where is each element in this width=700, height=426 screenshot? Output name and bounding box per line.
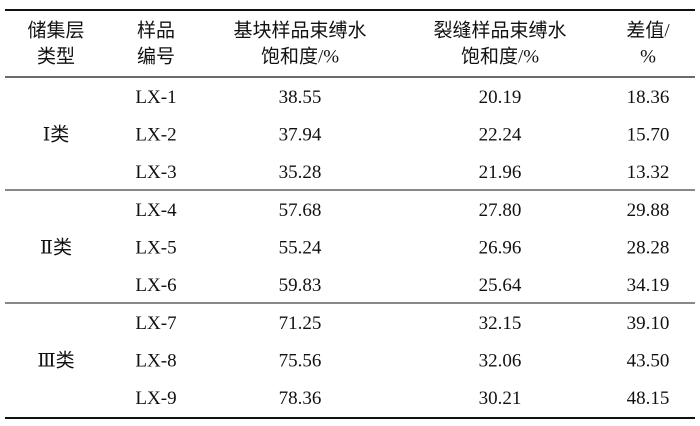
group-label: Ⅲ类 <box>37 350 74 372</box>
cell: 78.36 <box>279 388 322 409</box>
header-cell: 编号 <box>137 45 175 67</box>
cell: LX-5 <box>135 238 176 259</box>
cell: LX-8 <box>135 351 176 372</box>
cell: 55.24 <box>279 238 322 259</box>
cell: 48.15 <box>627 388 670 409</box>
cell: 13.32 <box>627 162 670 183</box>
cell: LX-7 <box>135 313 176 334</box>
cell: 18.36 <box>627 87 670 108</box>
cell: 21.96 <box>479 162 522 183</box>
cell: 30.21 <box>479 388 522 409</box>
cell: LX-2 <box>135 125 176 146</box>
cell: 35.28 <box>279 162 322 183</box>
header-cell: 裂缝样品束缚水 <box>433 19 566 41</box>
cell: LX-6 <box>135 275 176 296</box>
cell: 57.68 <box>279 200 322 221</box>
cell: 26.96 <box>479 238 522 259</box>
group-label: Ⅰ类 <box>43 124 70 146</box>
cell: 15.70 <box>627 125 670 146</box>
header-cell: 饱和度/% <box>461 45 539 67</box>
cell: 27.80 <box>479 200 522 221</box>
cell: 37.94 <box>279 125 322 146</box>
cell: LX-3 <box>135 162 176 183</box>
header-cell: 样品 <box>137 19 175 41</box>
cell: 25.64 <box>479 275 522 296</box>
cell: 28.28 <box>627 238 670 259</box>
cell: 29.88 <box>627 200 670 221</box>
cell: LX-9 <box>135 388 176 409</box>
cell: LX-1 <box>135 87 176 108</box>
cell: 34.19 <box>627 275 670 296</box>
cell: 32.15 <box>479 313 522 334</box>
header-cell: 基块样品束缚水 <box>233 19 366 41</box>
header-cell: 饱和度/% <box>261 45 339 67</box>
cell: 59.83 <box>279 275 322 296</box>
cell: 22.24 <box>479 125 522 146</box>
header-cell: 类型 <box>37 45 75 67</box>
cell: 75.56 <box>279 351 322 372</box>
header-cell: 差值/ <box>626 19 670 41</box>
cell: 20.19 <box>479 87 522 108</box>
header-cell: % <box>640 46 656 67</box>
header-cell: 储集层 <box>27 19 84 41</box>
group-label: Ⅱ类 <box>40 237 72 259</box>
cell: LX-4 <box>135 200 177 221</box>
cell: 38.55 <box>279 87 322 108</box>
cell: 71.25 <box>279 313 322 334</box>
cell: 43.50 <box>627 351 670 372</box>
cell: 32.06 <box>479 351 522 372</box>
cell: 39.10 <box>627 313 670 334</box>
